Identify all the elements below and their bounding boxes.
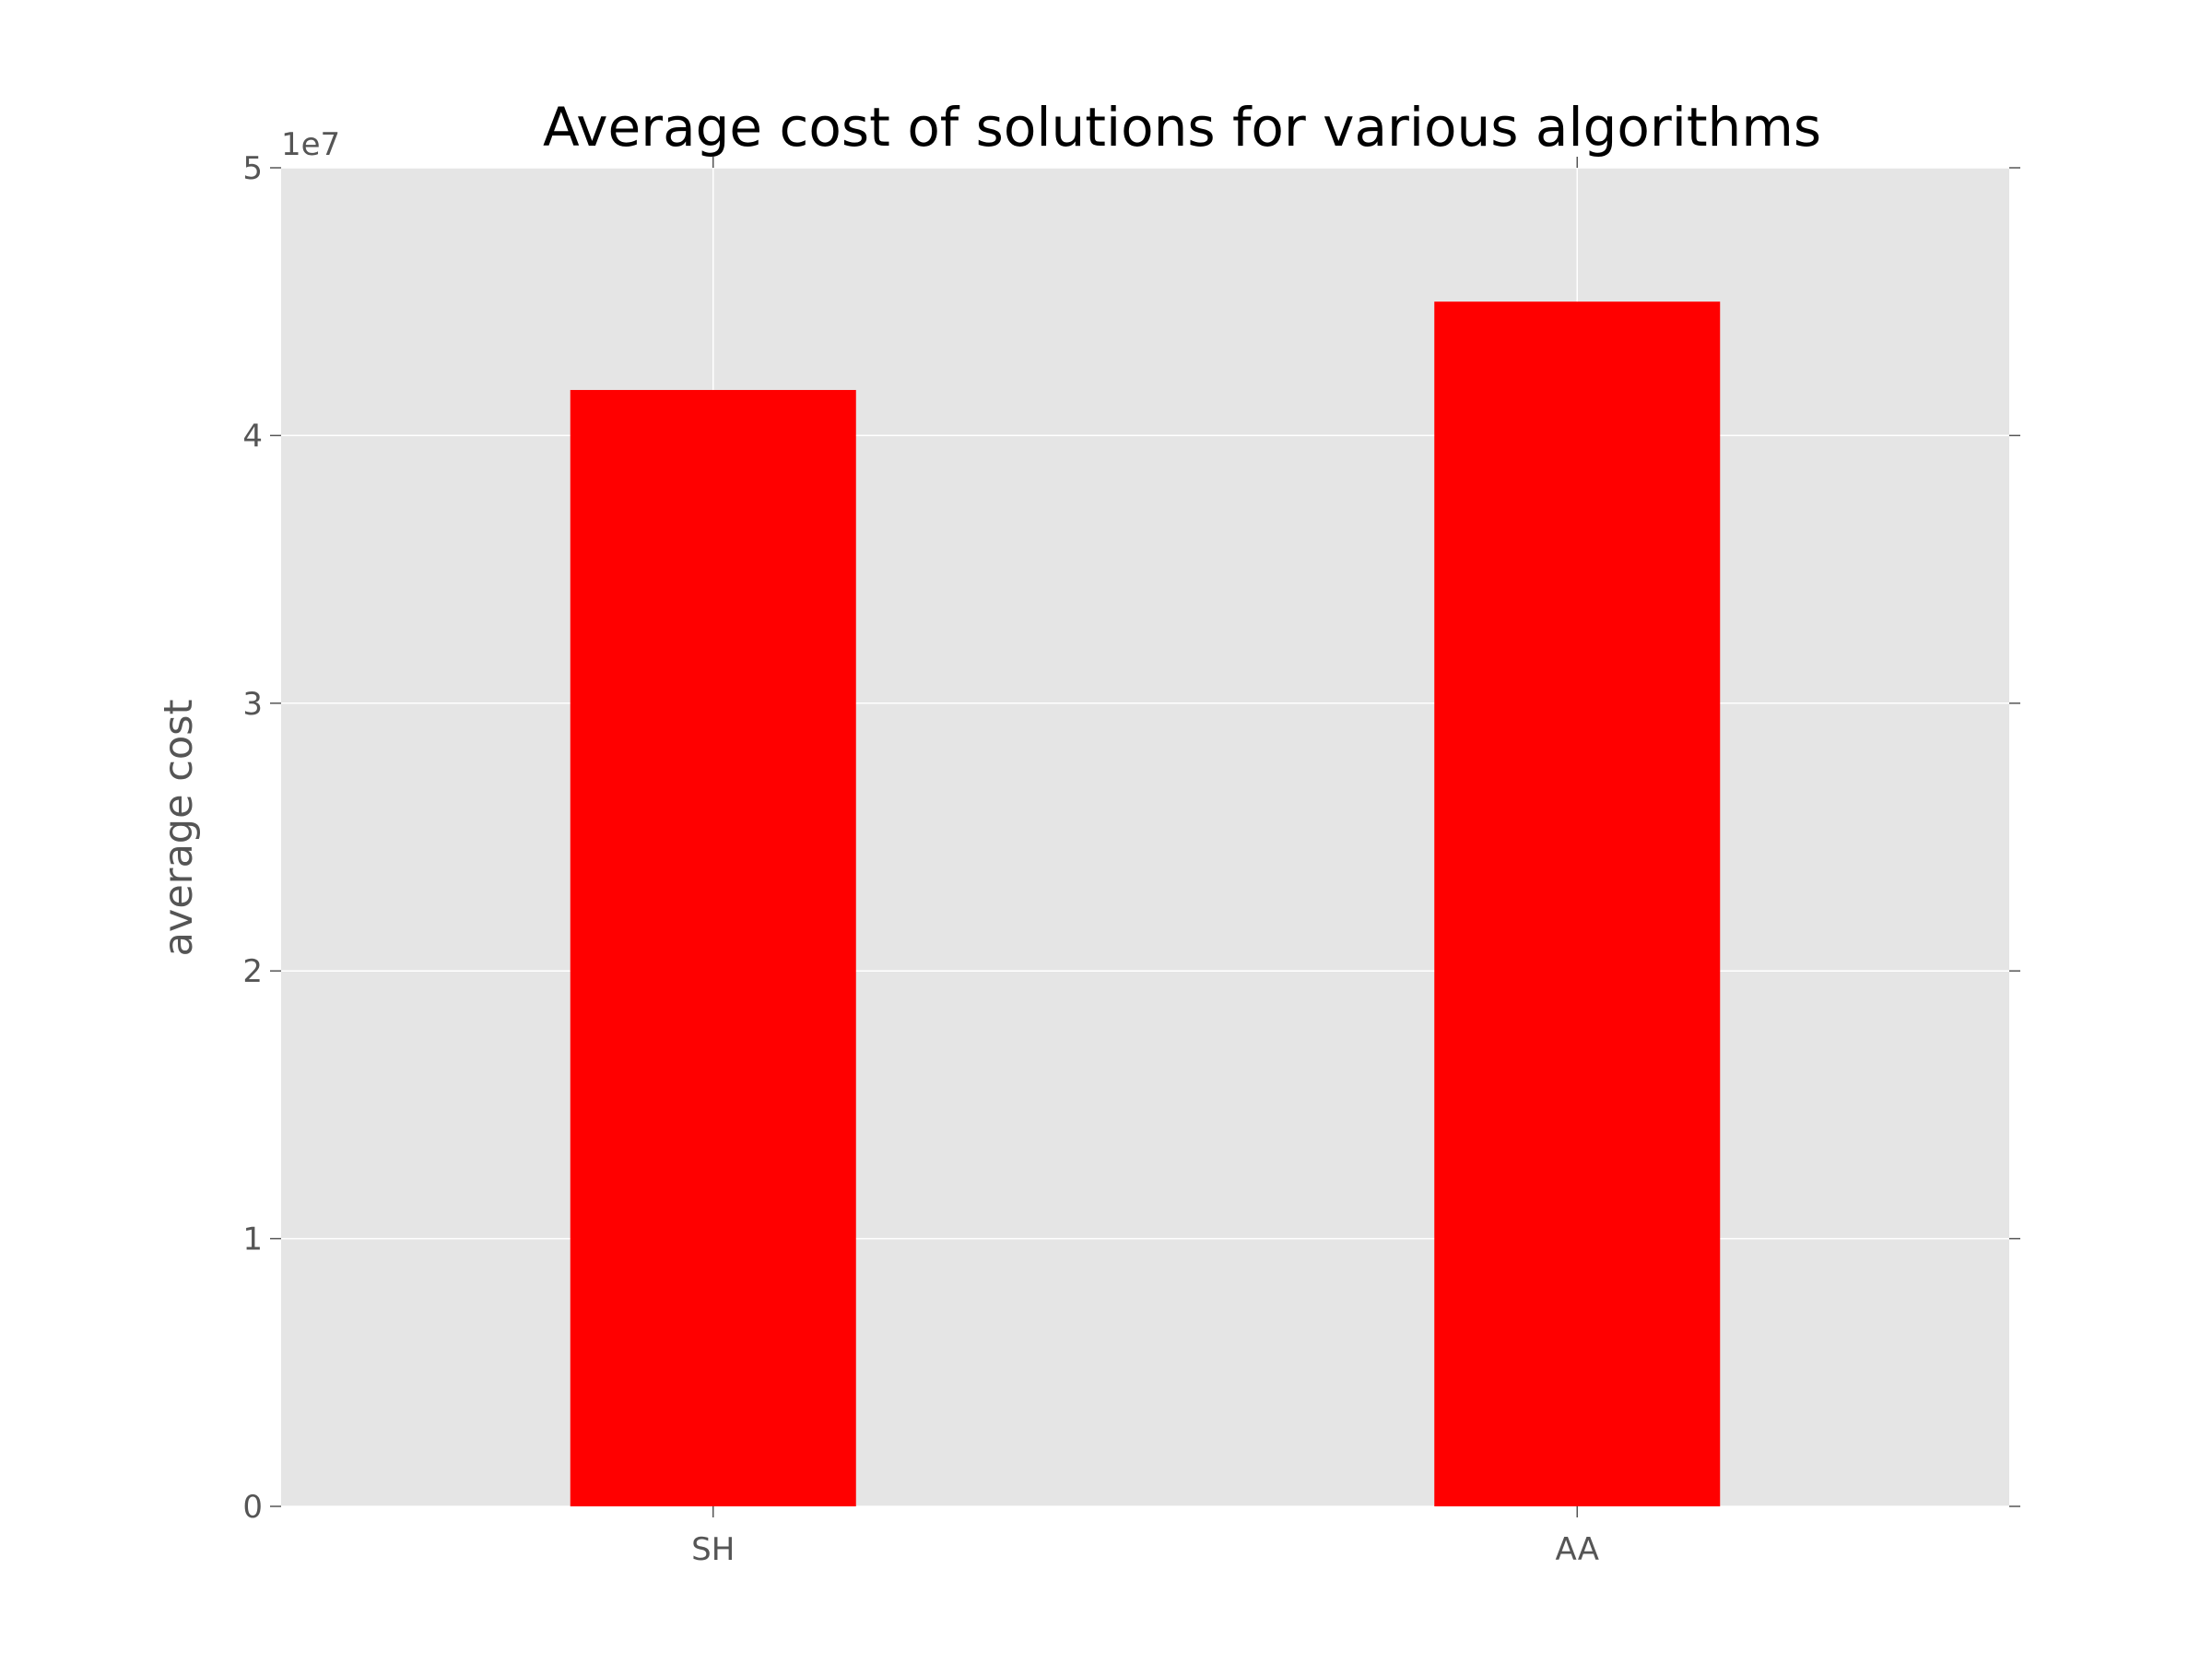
bar-sh: [570, 390, 856, 1507]
y-tick-label: 5: [242, 150, 263, 187]
bars: [570, 301, 1721, 1507]
x-tick-label: AA: [1556, 1531, 1599, 1568]
y-axis-offset-label: 1e7: [281, 126, 340, 163]
plot-area: [281, 168, 2009, 1506]
bar-aa: [1434, 301, 1721, 1507]
y-tick-label: 4: [242, 418, 263, 454]
y-tick-label: 0: [242, 1489, 263, 1526]
y-tick-label: 3: [242, 686, 263, 723]
y-axis-label: average cost: [156, 700, 202, 957]
chart-title: Average cost of solutions for various al…: [543, 96, 1821, 159]
x-tick-label: SH: [691, 1531, 735, 1568]
axis-ticks: 0 1 2 3 4 5 SH AA: [242, 150, 2020, 1568]
y-tick-label: 1: [242, 1221, 263, 1258]
y-tick-label: 2: [242, 953, 263, 990]
